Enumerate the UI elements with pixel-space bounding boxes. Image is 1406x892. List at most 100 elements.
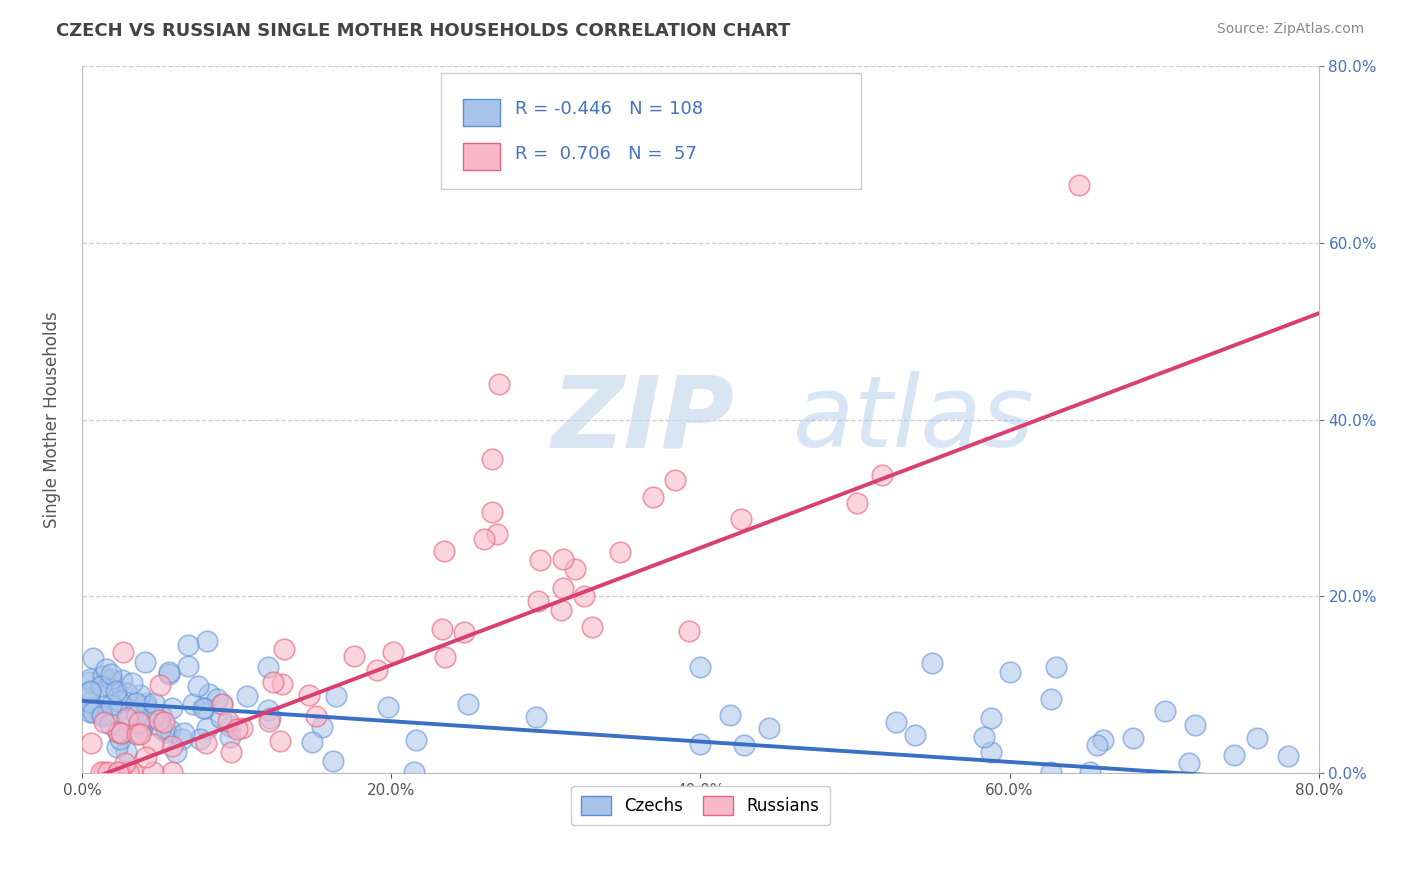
Point [135, 749, 157, 764]
Point [173, 725, 195, 739]
Point [107, 724, 129, 739]
Text: ZIP: ZIP [553, 371, 735, 468]
Point [527, 594, 550, 608]
Point [79, 705, 101, 719]
Point [256, 660, 278, 674]
Point [551, 581, 574, 595]
Point [100, 698, 122, 712]
Point [453, 625, 475, 640]
Point [209, 711, 232, 725]
Point [262, 674, 284, 689]
Point [343, 649, 366, 664]
Point [135, 714, 157, 728]
Point [79, 701, 101, 715]
Point [980, 711, 1002, 725]
Point [128, 715, 150, 730]
Point [110, 726, 132, 740]
Point [1039, 764, 1062, 779]
Point [177, 638, 200, 652]
Point [100, 666, 122, 681]
Point [82, 651, 104, 665]
Point [142, 764, 165, 779]
Point [98, 717, 121, 731]
Point [177, 659, 200, 673]
Point [79, 685, 101, 699]
Point [689, 660, 711, 674]
Point [259, 710, 281, 724]
Point [193, 700, 215, 714]
Text: R =  0.706   N =  57: R = 0.706 N = 57 [515, 145, 697, 163]
Point [105, 706, 128, 721]
Point [91, 709, 114, 723]
Point [93, 714, 115, 729]
Point [472, 532, 495, 546]
Point [485, 526, 508, 541]
Point [730, 512, 752, 526]
Point [1154, 704, 1177, 718]
Text: atlas: atlas [793, 371, 1035, 468]
Point [643, 491, 665, 505]
Point [114, 744, 136, 758]
Point [1184, 718, 1206, 732]
Point [221, 745, 243, 759]
Point [298, 688, 321, 702]
Point [170, 732, 193, 747]
Point [93, 764, 115, 779]
Point [259, 714, 281, 728]
Point [904, 728, 927, 742]
Point [211, 697, 233, 711]
Point [481, 505, 503, 519]
Point [114, 756, 136, 770]
Point [135, 699, 157, 714]
Point [155, 724, 177, 739]
Point [90, 679, 112, 693]
Point [980, 745, 1002, 759]
Point [108, 694, 131, 708]
Point [117, 714, 139, 728]
Point [128, 725, 150, 739]
Point [115, 686, 138, 700]
Point [94, 661, 117, 675]
Point [311, 720, 333, 734]
Point [153, 714, 176, 729]
Point [90, 685, 112, 699]
Point [128, 717, 150, 731]
Point [273, 642, 295, 657]
Point [105, 739, 128, 754]
Point [165, 744, 187, 758]
Point [433, 543, 456, 558]
Point [973, 730, 995, 744]
Point [733, 738, 755, 752]
Point [205, 692, 228, 706]
Point [128, 726, 150, 740]
Point [108, 732, 131, 747]
Point [135, 696, 157, 710]
Point [197, 687, 219, 701]
Point [564, 562, 586, 576]
Point [149, 707, 172, 722]
Point [457, 698, 479, 712]
Point [1039, 691, 1062, 706]
Point [111, 673, 134, 687]
Point [1078, 764, 1101, 779]
Point [405, 732, 427, 747]
Point [90, 764, 112, 779]
Point [211, 698, 233, 712]
Point [481, 452, 503, 467]
Point [157, 666, 180, 681]
Point [382, 645, 405, 659]
Point [79, 684, 101, 698]
Point [104, 684, 127, 698]
Text: R = -0.446   N = 108: R = -0.446 N = 108 [515, 101, 703, 119]
Point [79, 695, 101, 709]
Point [187, 679, 209, 693]
Point [97, 764, 120, 779]
Point [193, 701, 215, 715]
Point [181, 697, 204, 711]
Point [149, 721, 172, 735]
Point [574, 590, 596, 604]
FancyBboxPatch shape [463, 144, 501, 170]
Point [257, 703, 280, 717]
Point [1122, 731, 1144, 745]
Point [366, 663, 388, 677]
